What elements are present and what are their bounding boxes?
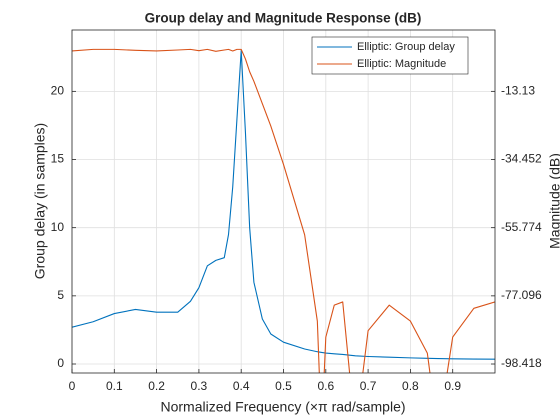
lines [72,48,495,373]
x-tick-label: 0 [69,379,76,393]
legend: Elliptic: Group delay Elliptic: Magnitude [311,36,469,75]
chart-title: Group delay and Magnitude Response (dB) [145,11,422,26]
x-tick-label: 0.9 [444,379,461,393]
y-tick-label: 15 [51,152,65,166]
x-tick-label: 0.4 [233,379,250,393]
x-tick-label: 0.6 [317,379,334,393]
series-line [72,49,495,360]
y-tick-label: 5 [57,288,64,302]
x-axis-label: Normalized Frequency (×π rad/sample) [160,399,405,415]
y2-axis-label: Magnitude (dB) [547,153,560,249]
legend-box [311,36,469,75]
x-tick-label: 0.8 [402,379,419,393]
x-tick-label: 0.2 [148,379,165,393]
x-tick-label: 0.1 [106,379,123,393]
legend-label: Elliptic: Magnitude [357,58,446,70]
y-tick-label: 0 [57,356,64,370]
x-tick-label: 0.3 [191,379,208,393]
y-axis-label: Group delay (in samples) [32,123,48,279]
grid [71,30,495,373]
series-line [72,48,495,373]
y2-tick-label: -98.418 [501,356,542,370]
y-tick-label: 10 [51,220,65,234]
x-tick-label: 0.5 [275,379,292,393]
legend-label: Elliptic: Group delay [357,41,455,53]
y-tick-label: 20 [51,84,65,98]
y2-tick-label: -34.452 [501,152,542,166]
y2-tick-label: -77.096 [501,288,542,302]
y2-tick-label: -13.13 [501,84,535,98]
x-tick-label: 0.7 [360,379,377,393]
y2-tick-label: -55.774 [501,220,542,234]
